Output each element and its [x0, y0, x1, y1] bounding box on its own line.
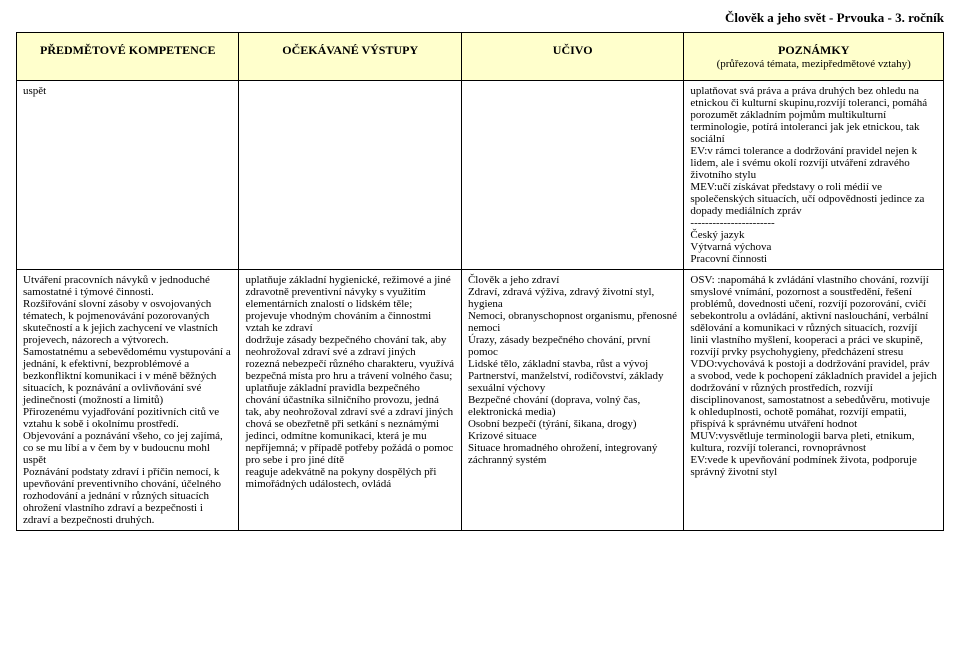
cell-outcomes-1 [239, 81, 461, 270]
header-notes-sub: (průřezová témata, mezipředmětové vztahy… [688, 58, 939, 70]
header-outcomes: OČEKÁVANÉ VÝSTUPY [239, 33, 461, 81]
cell-outcomes-2: uplatňuje základní hygienické, režimové … [239, 270, 461, 531]
cell-competencies-1: uspět [17, 81, 239, 270]
cell-notes-2: OSV: :napomáhá k zvládání vlastního chov… [684, 270, 944, 531]
header-curriculum: UČIVO [461, 33, 683, 81]
cell-curriculum-1 [461, 81, 683, 270]
header-notes: POZNÁMKY (průřezová témata, mezipředměto… [684, 33, 944, 81]
cell-competencies-2: Utváření pracovních návyků v jednoduché … [17, 270, 239, 531]
cell-curriculum-2: Člověk a jeho zdravíZdraví, zdravá výživ… [461, 270, 683, 531]
table-row: Utváření pracovních návyků v jednoduché … [17, 270, 944, 531]
header-competencies: PŘEDMĚTOVÉ KOMPETENCE [17, 33, 239, 81]
document-title: Člověk a jeho svět - Prvouka - 3. ročník [16, 10, 944, 26]
header-notes-title: POZNÁMKY [688, 43, 939, 58]
table-row: uspět uplatňovat svá práva a práva druhý… [17, 81, 944, 270]
cell-notes-1: uplatňovat svá práva a práva druhých bez… [684, 81, 944, 270]
curriculum-table: PŘEDMĚTOVÉ KOMPETENCE OČEKÁVANÉ VÝSTUPY … [16, 32, 944, 531]
header-row: PŘEDMĚTOVÉ KOMPETENCE OČEKÁVANÉ VÝSTUPY … [17, 33, 944, 81]
